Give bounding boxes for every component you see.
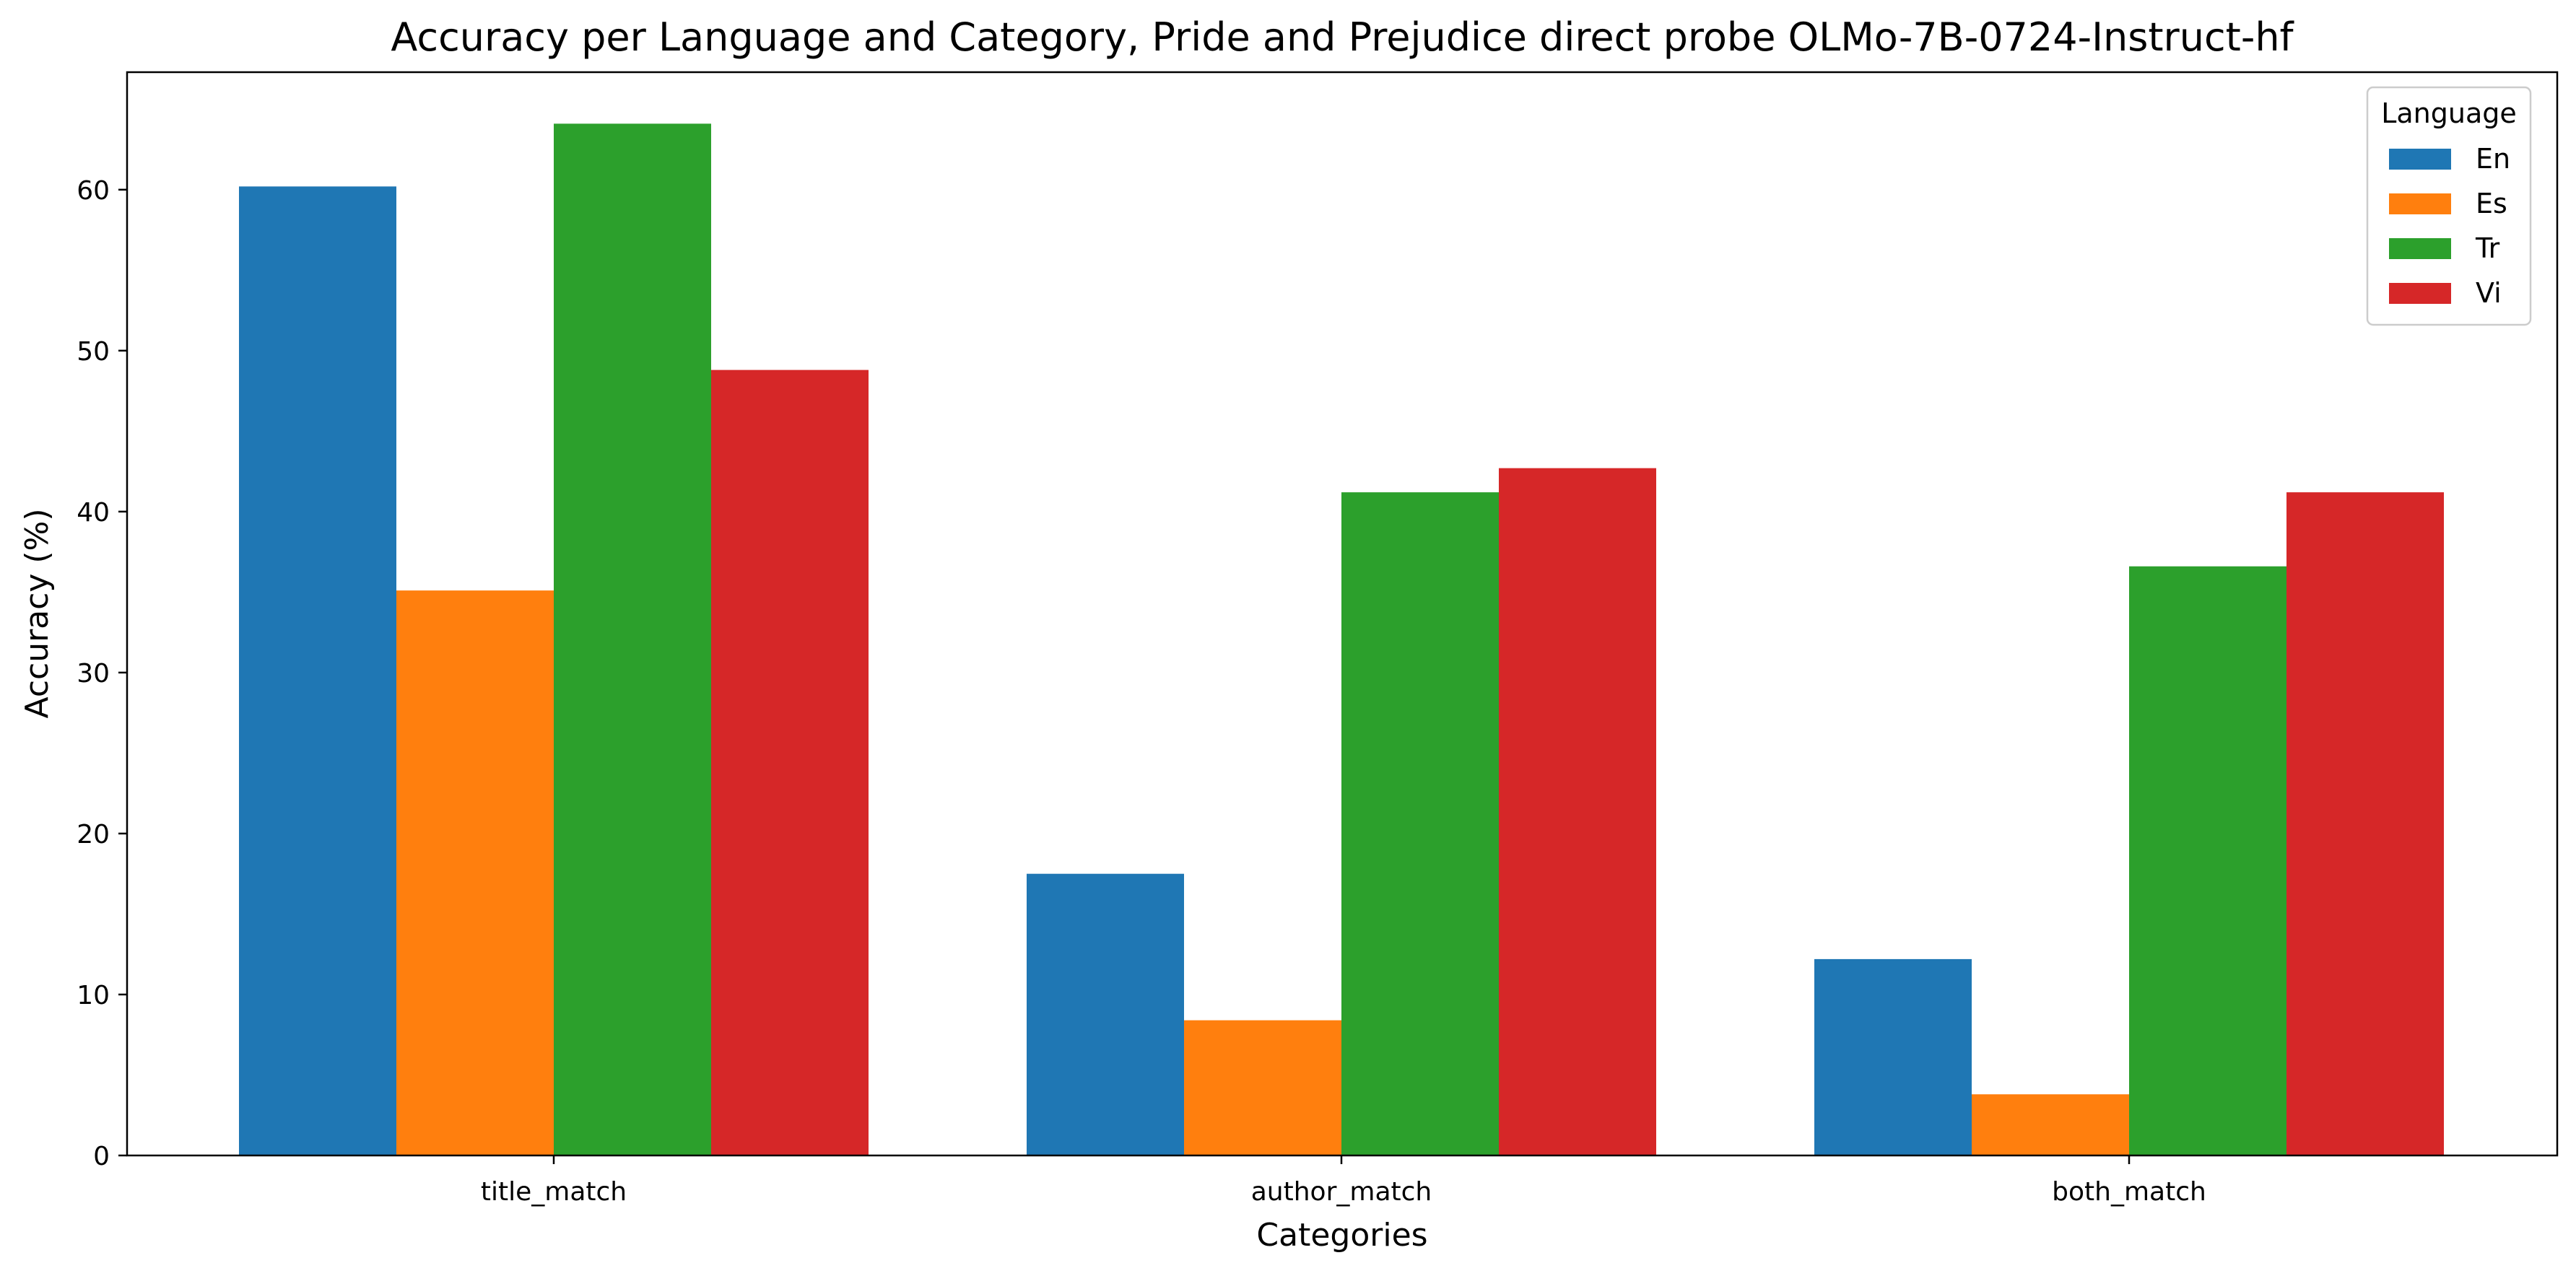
legend: Language En Es Tr Vi [2366, 86, 2532, 326]
bar-es-both_match [1972, 1094, 2129, 1155]
y-tick-label: 40 [77, 498, 110, 528]
plot-frame [126, 71, 2559, 1157]
legend-label-tr: Tr [2475, 232, 2500, 264]
legend-items: En Es Tr Vi [2389, 143, 2510, 309]
chart-title: Accuracy per Language and Category, Prid… [391, 14, 2294, 60]
x-tick-label-author_match: author_match [1251, 1177, 1432, 1207]
y-axis-label: Accuracy (%) [19, 508, 56, 718]
bar-es-title_match [396, 590, 554, 1155]
bar-vi-author_match [1499, 468, 1656, 1155]
legend-label-en: En [2476, 143, 2510, 175]
legend-swatch-es [2389, 193, 2451, 214]
y-tick-label: 0 [93, 1142, 110, 1171]
legend-title: Language [2381, 97, 2517, 129]
y-axis-ticks: 0 10 20 30 40 50 60 [77, 176, 127, 1171]
y-tick-label: 50 [77, 337, 110, 367]
x-tick-label-title_match: title_match [481, 1177, 627, 1207]
bar-vi-both_match [2286, 492, 2444, 1155]
y-tick-label: 10 [77, 981, 110, 1010]
legend-swatch-en [2389, 149, 2451, 170]
x-axis-ticks: title_match author_match both_match [481, 1155, 2206, 1207]
y-tick-label: 20 [77, 820, 110, 849]
legend-swatch-tr [2389, 238, 2451, 259]
legend-label-vi: Vi [2476, 277, 2502, 309]
y-tick-label: 60 [77, 176, 110, 206]
bar-tr-author_match [1341, 492, 1499, 1155]
bar-en-title_match [239, 186, 396, 1155]
bar-es-author_match [1184, 1020, 1341, 1155]
bar-en-both_match [1814, 958, 1972, 1155]
bar-en-author_match [1027, 873, 1184, 1155]
legend-label-es: Es [2476, 188, 2507, 219]
bars-group [239, 123, 2444, 1156]
legend-swatch-vi [2389, 283, 2451, 304]
y-tick-label: 30 [77, 659, 110, 689]
bar-tr-title_match [554, 123, 711, 1155]
x-tick-label-both_match: both_match [2052, 1177, 2206, 1207]
x-axis-label: Categories [1256, 1217, 1427, 1254]
bar-vi-title_match [711, 370, 869, 1156]
bar-tr-both_match [2129, 566, 2286, 1155]
